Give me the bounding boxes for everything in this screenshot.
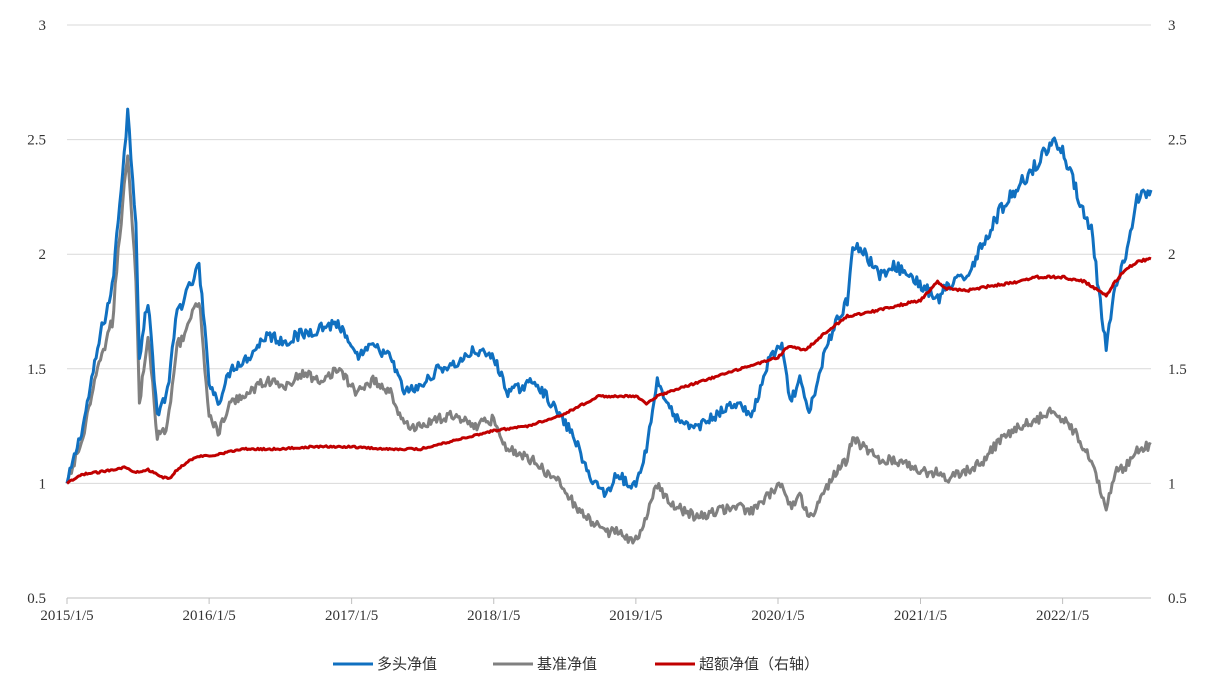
y-tick-label-left: 3 [39, 18, 47, 34]
legend: 多头净值 基准净值 超额净值（右轴） [333, 655, 819, 673]
legend-label: 多头净值 [377, 655, 437, 673]
y-tick-label-left: 0.5 [27, 591, 46, 607]
x-tick-label: 2021/1/5 [894, 608, 947, 624]
x-tick-label: 2016/1/5 [182, 608, 235, 624]
x-tick-label: 2018/1/5 [467, 608, 520, 624]
gridlines [67, 24, 1151, 484]
x-tick-label: 2015/1/5 [40, 608, 93, 624]
x-tick-label: 2020/1/5 [751, 608, 804, 624]
legend-label: 超额净值（右轴） [699, 655, 819, 673]
y-tick-label-left: 2.5 [27, 133, 46, 149]
series-line-0 [65, 107, 1153, 498]
series-line-2 [66, 256, 1152, 485]
y-axis-left: 3 2.5 2 1.5 1 0.5 [27, 18, 46, 607]
y-tick-label-left: 1 [39, 476, 47, 492]
y-axis-right: 3 2.5 2 1.5 1 0.5 [1168, 18, 1187, 607]
legend-label: 基准净值 [537, 655, 597, 673]
y-tick-label-right: 2 [1168, 247, 1176, 263]
y-tick-label-left: 2 [39, 247, 47, 263]
series-line-1 [65, 154, 1152, 545]
y-tick-label-left: 1.5 [27, 362, 46, 378]
x-axis: 2015/1/5 2016/1/5 2017/1/5 2018/1/5 2019/1/5… [40, 598, 1089, 624]
y-tick-label-right: 0.5 [1168, 591, 1187, 607]
x-tick-label: 2019/1/5 [609, 608, 662, 624]
y-tick-label-right: 1 [1168, 476, 1176, 492]
y-tick-label-right: 2.5 [1168, 133, 1187, 149]
y-tick-label-right: 1.5 [1168, 362, 1187, 378]
y-tick-label-right: 3 [1168, 18, 1176, 34]
series-lines [65, 107, 1153, 545]
x-tick-label: 2017/1/5 [325, 608, 378, 624]
x-tick-label: 2022/1/5 [1036, 608, 1089, 624]
